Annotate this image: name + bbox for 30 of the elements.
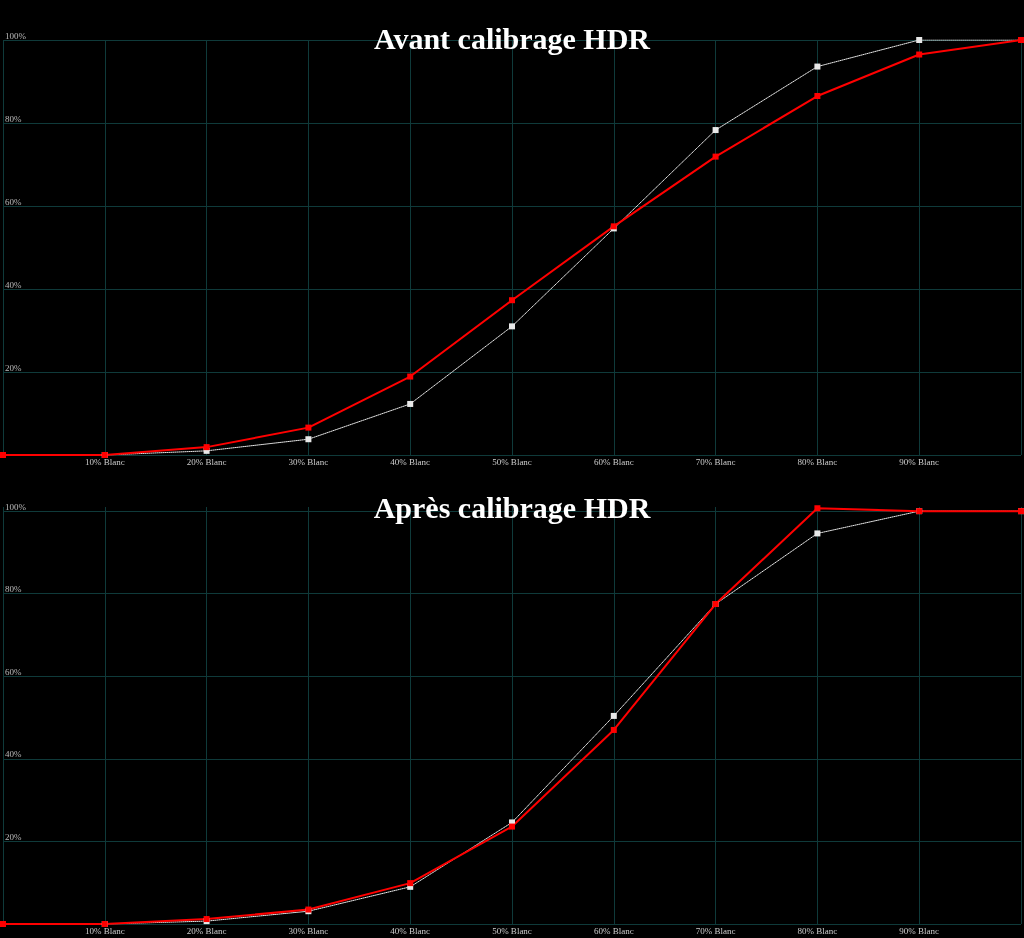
y-tick-label: 100% [5, 501, 27, 512]
x-tick-label: 50% Blanc [492, 456, 532, 467]
y-tick-label: 60% [5, 666, 22, 677]
x-tick-label: 20% Blanc [186, 456, 227, 467]
x-tick-label: 40% Blanc [390, 925, 431, 936]
y-tick-label: 100% [5, 30, 27, 41]
x-tick-label: 80% Blanc [797, 456, 838, 467]
x-tick-label: 30% Blanc [288, 925, 329, 936]
x-tick-label: 40% Blanc [390, 456, 431, 467]
y-tick-label: 40% [5, 279, 22, 290]
x-tick-label: 50% Blanc [492, 925, 532, 936]
y-tick-label: 40% [5, 749, 22, 760]
x-tick-label: 90% Blanc [899, 456, 940, 467]
y-tick-label: 20% [5, 831, 22, 842]
x-tick-label: 70% Blanc [695, 925, 736, 936]
y-tick-label: 80% [5, 113, 22, 124]
x-tick-label: 30% Blanc [288, 456, 329, 467]
x-tick-label: 60% Blanc [593, 925, 634, 936]
y-tick-label: 20% [5, 362, 22, 373]
x-tick-label: 90% Blanc [899, 925, 940, 936]
chart-title: Après calibrage HDR [373, 490, 651, 524]
x-tick-label: 10% Blanc [84, 925, 125, 936]
x-tick-label: 20% Blanc [186, 925, 227, 936]
x-tick-label: 70% Blanc [695, 456, 736, 467]
x-tick-label: 60% Blanc [593, 456, 634, 467]
y-tick-label: 80% [5, 584, 22, 595]
x-tick-label: 10% Blanc [84, 456, 125, 467]
chart-title: Avant calibrage HDR [373, 21, 651, 55]
y-tick-label: 60% [5, 196, 22, 207]
x-tick-label: 80% Blanc [797, 925, 838, 936]
